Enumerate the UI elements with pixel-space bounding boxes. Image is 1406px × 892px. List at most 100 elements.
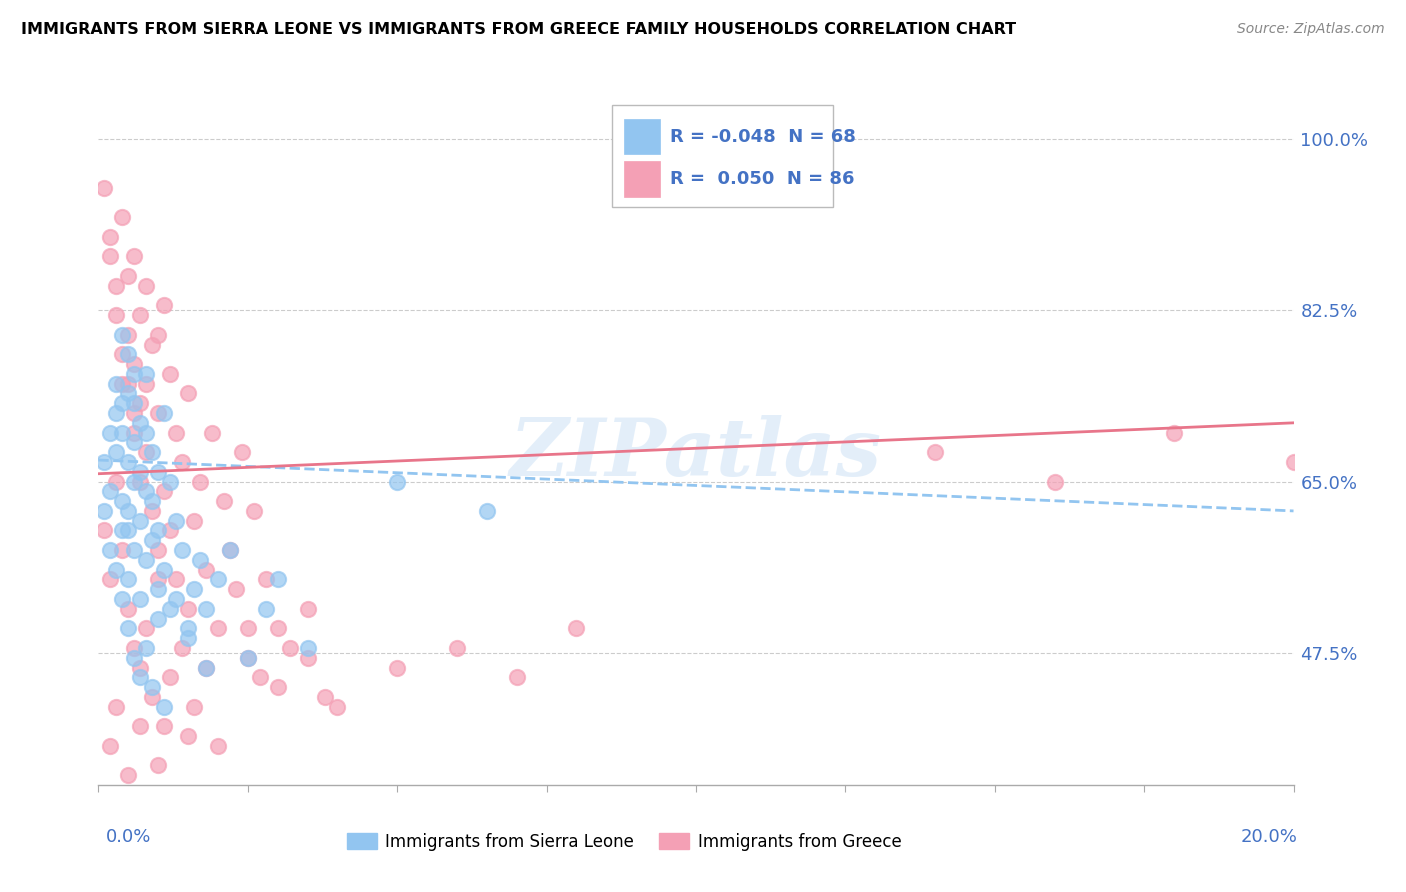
Point	[565, 621, 588, 635]
Point	[172, 543, 194, 558]
Point	[177, 602, 200, 616]
Point	[219, 543, 242, 558]
Point	[177, 729, 200, 743]
Point	[924, 445, 946, 459]
Point	[148, 406, 170, 420]
Point	[124, 396, 146, 410]
Point	[385, 475, 409, 489]
Point	[1163, 425, 1185, 440]
Point	[188, 553, 211, 567]
Point	[195, 602, 218, 616]
Point	[267, 573, 290, 587]
Point	[225, 582, 247, 597]
Point	[148, 543, 170, 558]
Point	[385, 660, 409, 674]
Point	[129, 416, 152, 430]
Legend: Immigrants from Sierra Leone, Immigrants from Greece: Immigrants from Sierra Leone, Immigrants…	[340, 826, 908, 858]
Point	[93, 181, 115, 195]
Point	[506, 670, 529, 684]
Point	[236, 650, 259, 665]
Point	[188, 475, 211, 489]
Point	[117, 327, 139, 342]
Point	[117, 504, 139, 518]
Point	[135, 376, 157, 391]
Point	[236, 650, 259, 665]
Point	[254, 602, 277, 616]
Point	[159, 367, 181, 381]
Point	[1282, 455, 1305, 469]
Point	[117, 386, 139, 401]
Point	[98, 230, 122, 244]
Point	[117, 376, 139, 391]
Point	[148, 582, 170, 597]
Point	[315, 690, 337, 704]
Point	[111, 543, 134, 558]
Point	[135, 367, 157, 381]
Point	[105, 699, 128, 714]
Text: ZIPatlas: ZIPatlas	[510, 415, 882, 492]
Point	[207, 739, 229, 753]
Point	[98, 425, 122, 440]
Point	[129, 308, 152, 322]
Point	[98, 739, 122, 753]
Point	[93, 455, 115, 469]
Point	[207, 573, 229, 587]
Point	[124, 250, 146, 264]
Point	[1043, 475, 1066, 489]
Point	[278, 640, 301, 655]
Point	[267, 680, 290, 694]
Point	[141, 494, 163, 508]
Text: IMMIGRANTS FROM SIERRA LEONE VS IMMIGRANTS FROM GREECE FAMILY HOUSEHOLDS CORRELA: IMMIGRANTS FROM SIERRA LEONE VS IMMIGRAN…	[21, 22, 1017, 37]
Point	[172, 455, 194, 469]
Point	[124, 435, 146, 450]
Point	[105, 563, 128, 577]
Point	[111, 376, 134, 391]
Point	[207, 621, 229, 635]
Text: 20.0%: 20.0%	[1241, 828, 1298, 846]
Point	[93, 504, 115, 518]
Point	[129, 514, 152, 528]
Point	[105, 445, 128, 459]
Text: R = -0.048  N = 68: R = -0.048 N = 68	[669, 128, 856, 145]
Point	[124, 475, 146, 489]
Point	[249, 670, 271, 684]
Point	[111, 494, 134, 508]
Point	[141, 337, 163, 351]
Point	[105, 475, 128, 489]
Point	[117, 524, 139, 538]
Point	[165, 573, 187, 587]
Point	[135, 425, 157, 440]
Point	[129, 475, 152, 489]
Point	[135, 621, 157, 635]
Point	[153, 719, 176, 733]
Point	[231, 445, 253, 459]
Point	[195, 660, 218, 674]
Point	[159, 602, 181, 616]
Point	[148, 524, 170, 538]
Point	[326, 699, 349, 714]
Point	[111, 347, 134, 361]
Point	[219, 543, 242, 558]
Point	[129, 592, 152, 607]
Point	[111, 211, 134, 225]
Point	[183, 699, 205, 714]
Point	[475, 504, 498, 518]
Point	[117, 573, 139, 587]
Point	[98, 250, 122, 264]
Point	[446, 640, 468, 655]
Point	[212, 494, 235, 508]
Point	[117, 268, 139, 283]
Point	[236, 621, 259, 635]
Point	[148, 465, 170, 479]
FancyBboxPatch shape	[613, 105, 834, 207]
Point	[183, 514, 205, 528]
Point	[165, 514, 187, 528]
Point	[153, 298, 176, 312]
Point	[129, 660, 152, 674]
Point	[111, 396, 134, 410]
Point	[135, 640, 157, 655]
Point	[195, 660, 218, 674]
Point	[117, 621, 139, 635]
Point	[105, 406, 128, 420]
Point	[135, 553, 157, 567]
